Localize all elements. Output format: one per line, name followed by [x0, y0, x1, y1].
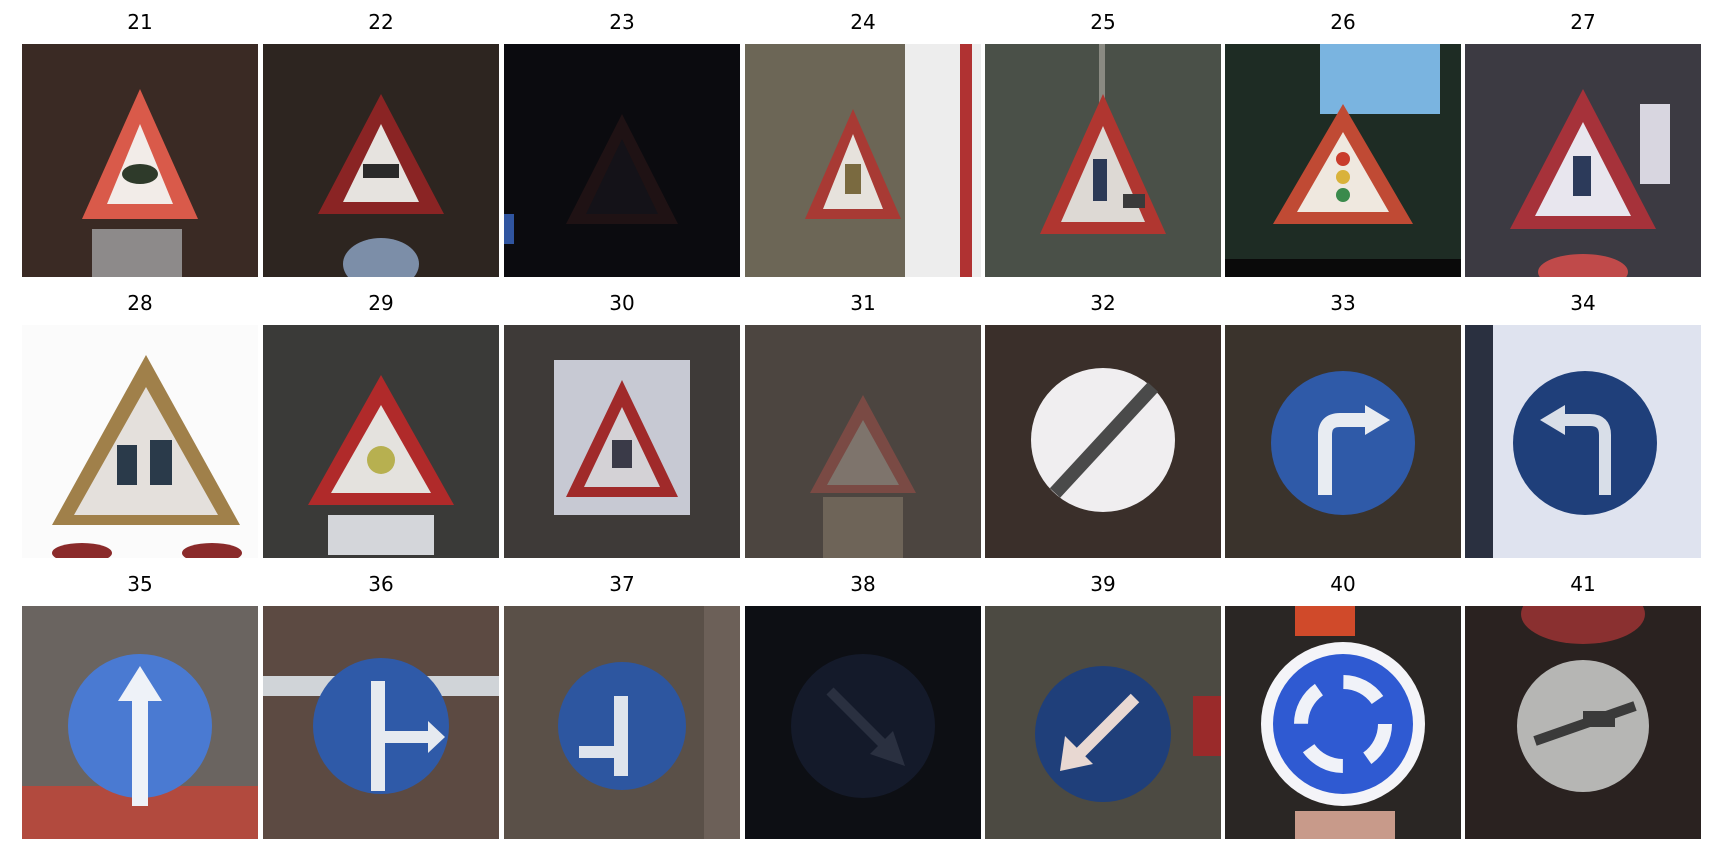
warning-triangle-icon	[504, 44, 740, 277]
panel-28: 28	[22, 281, 258, 562]
end-of-no-passing-icon	[1465, 606, 1701, 839]
panel-title: 27	[1570, 10, 1596, 34]
panel-title: 30	[609, 291, 635, 315]
panel-title: 33	[1330, 291, 1356, 315]
warning-triangle-icon	[504, 325, 740, 558]
panel-title: 26	[1330, 10, 1356, 34]
panel-38: 38	[745, 562, 981, 843]
panel-23: 23	[504, 0, 740, 281]
panel-24: 24	[745, 0, 981, 281]
panel-title: 24	[850, 10, 876, 34]
panel-21: 21	[22, 0, 258, 281]
panel-title: 32	[1090, 291, 1116, 315]
warning-triangle-icon	[263, 325, 499, 558]
straight-or-right-icon	[263, 606, 499, 839]
panel-title: 39	[1090, 572, 1116, 596]
panel-22: 22	[263, 0, 499, 281]
panel-30: 30	[504, 281, 740, 562]
keep-left-icon	[985, 606, 1221, 839]
panel-title: 34	[1570, 291, 1596, 315]
panel-29: 29	[263, 281, 499, 562]
panel-title: 40	[1330, 572, 1356, 596]
end-of-restriction-icon	[985, 325, 1221, 558]
warning-triangle-icon	[1465, 44, 1701, 277]
panel-title: 38	[850, 572, 876, 596]
panel-33: 33	[1225, 281, 1461, 562]
panel-36: 36	[263, 562, 499, 843]
panel-title: 22	[368, 10, 394, 34]
panel-34: 34	[1465, 281, 1701, 562]
panel-title: 23	[609, 10, 635, 34]
panel-41: 41	[1465, 562, 1701, 843]
turn-right-ahead-icon	[1225, 325, 1461, 558]
panel-39: 39	[985, 562, 1221, 843]
straight-or-left-icon	[504, 606, 740, 839]
warning-triangle-icon	[22, 44, 258, 277]
warning-triangle-icon	[22, 325, 258, 558]
panel-title: 31	[850, 291, 876, 315]
panel-title: 41	[1570, 572, 1596, 596]
warning-triangle-icon	[745, 325, 981, 558]
panel-title: 25	[1090, 10, 1116, 34]
ahead-only-icon	[22, 606, 258, 839]
panel-37: 37	[504, 562, 740, 843]
panel-title: 35	[127, 572, 153, 596]
panel-25: 25	[985, 0, 1221, 281]
warning-triangle-icon	[985, 44, 1221, 277]
panel-40: 40	[1225, 562, 1461, 843]
panel-32: 32	[985, 281, 1221, 562]
warning-triangle-icon	[263, 44, 499, 277]
panel-title: 29	[368, 291, 394, 315]
keep-right-icon	[745, 606, 981, 839]
panel-27: 27	[1465, 0, 1701, 281]
panel-title: 37	[609, 572, 635, 596]
panel-26: 26	[1225, 0, 1461, 281]
panel-title: 36	[368, 572, 394, 596]
panel-title: 21	[127, 10, 153, 34]
turn-left-ahead-icon	[1465, 325, 1701, 558]
panel-title: 28	[127, 291, 153, 315]
panel-35: 35	[22, 562, 258, 843]
roundabout-icon	[1225, 606, 1461, 839]
panel-31: 31	[745, 281, 981, 562]
warning-triangle-icon	[745, 44, 981, 277]
warning-triangle-icon	[1225, 44, 1461, 277]
